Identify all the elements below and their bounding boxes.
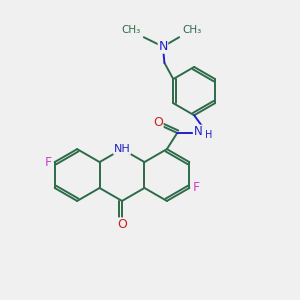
- Text: F: F: [45, 156, 52, 169]
- Text: O: O: [153, 116, 163, 128]
- Text: H: H: [205, 130, 212, 140]
- Text: NH: NH: [114, 144, 130, 154]
- Text: F: F: [192, 182, 200, 194]
- Text: O: O: [117, 218, 127, 231]
- Text: CH₃: CH₃: [183, 25, 202, 35]
- Text: CH₃: CH₃: [121, 25, 140, 35]
- Text: N: N: [194, 125, 202, 138]
- Text: N: N: [158, 40, 168, 53]
